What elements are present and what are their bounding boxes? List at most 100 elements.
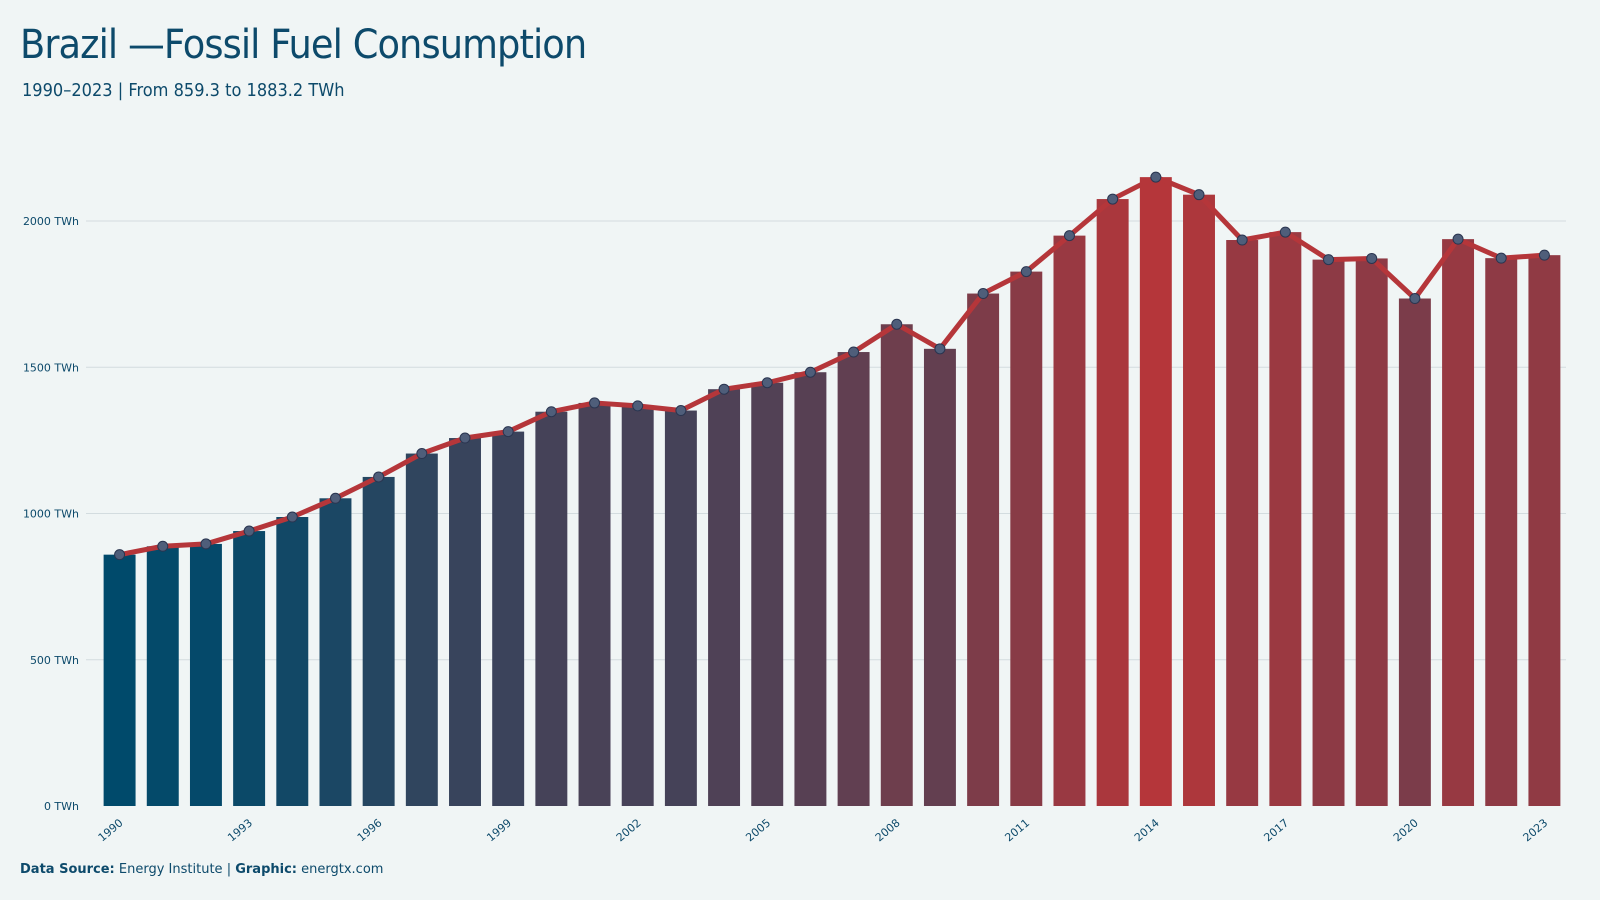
bar [319,498,352,806]
bar [967,293,1000,806]
bar [1096,199,1129,806]
data-point [718,383,730,395]
data-point [1193,189,1205,201]
x-tick-label: 1999 [484,816,514,844]
data-point [632,400,644,412]
bar [1485,258,1518,807]
data-point [1409,293,1421,305]
bar [1269,232,1302,807]
x-tick-label: 2008 [873,816,903,844]
x-tick-label: 2011 [1002,816,1032,844]
data-point [1063,230,1075,242]
y-tick-label: 2000 TWh [23,215,79,228]
bar [1355,258,1388,806]
data-point [934,343,946,355]
graphic-value: energtx.com [301,862,384,877]
bar [449,438,481,806]
data-point [1495,252,1507,264]
bar [664,410,697,806]
data-point [1279,226,1291,238]
marker-layer [114,171,1550,561]
data-point [157,540,169,552]
data-point [1452,233,1464,245]
data-point [1323,254,1335,266]
data-point [502,426,514,438]
bar [621,405,654,806]
data-point [804,366,816,378]
x-tick-label: 1996 [355,816,385,844]
data-point [1538,249,1550,261]
bar [751,382,784,806]
data-point [416,448,428,460]
data-point [459,432,471,444]
bar [1053,235,1086,806]
bar [362,476,395,806]
x-tick-label: 1993 [225,816,255,844]
y-tick-label: 500 TWh [30,654,79,667]
bar [1139,177,1172,806]
bar [880,324,913,806]
bar-layer [103,177,1561,807]
bar [146,546,179,806]
x-tick-label: 2005 [743,816,773,844]
bar [1398,298,1431,806]
data-point [675,405,687,417]
data-point [1107,193,1119,205]
bar [1226,240,1259,806]
chart-title: Brazil —Fossil Fuel Consumption [20,22,587,68]
bar [233,531,266,806]
bar [492,431,525,806]
bar [1442,239,1475,806]
data-point [977,288,989,300]
bar [1312,259,1345,806]
data-point [373,471,385,483]
footer-credit: Data Source: Energy Institute | Graphic:… [20,862,383,877]
x-tick-label: 2020 [1391,816,1421,844]
source-label: Data Source: [20,862,115,877]
data-point [1020,266,1032,278]
x-tick-label: 2017 [1261,816,1291,844]
data-point [1236,234,1248,246]
bar [837,352,870,806]
series-line [117,174,1547,558]
footer-separator: | [226,862,232,877]
y-axis-ticks: 0 TWh 500 TWh 1000 TWh 1500 TWh 2000 TWh [23,215,79,813]
graphic-label: Graphic: [235,862,297,877]
bar [794,372,827,806]
x-tick-label: 2014 [1132,816,1162,844]
data-point [589,397,601,409]
x-tick-label: 1990 [96,816,126,844]
x-axis-ticks: 1990 1993 1996 1999 2002 2005 2008 2011 2014 2017… [96,816,1551,844]
data-point [891,318,903,330]
bar [103,554,136,806]
y-tick-label: 1000 TWh [23,508,79,521]
line-layer [117,174,1547,558]
data-point [114,549,126,561]
bar [276,517,309,806]
bar [708,389,741,806]
bar [535,411,568,806]
source-value: Energy Institute [118,862,223,877]
data-point [329,492,341,504]
data-point [545,406,557,418]
bar [1010,271,1043,806]
y-tick-label: 1500 TWh [23,361,79,374]
data-point [761,377,773,389]
x-tick-label: 2002 [614,816,644,844]
y-tick-label: 0 TWh [44,800,79,813]
data-point [848,346,860,358]
chart-subtitle: 1990–2023 | From 859.3 to 1883.2 TWh [22,80,345,101]
bar [578,402,611,806]
bar [1528,255,1561,806]
data-point [1366,252,1378,264]
bar [189,543,222,806]
data-point [286,511,298,523]
data-point [1150,171,1162,183]
data-point [243,525,255,537]
bar [1183,194,1215,807]
bar [923,348,956,806]
data-point [200,538,212,550]
bar [405,453,438,806]
x-tick-label: 2023 [1521,816,1551,844]
